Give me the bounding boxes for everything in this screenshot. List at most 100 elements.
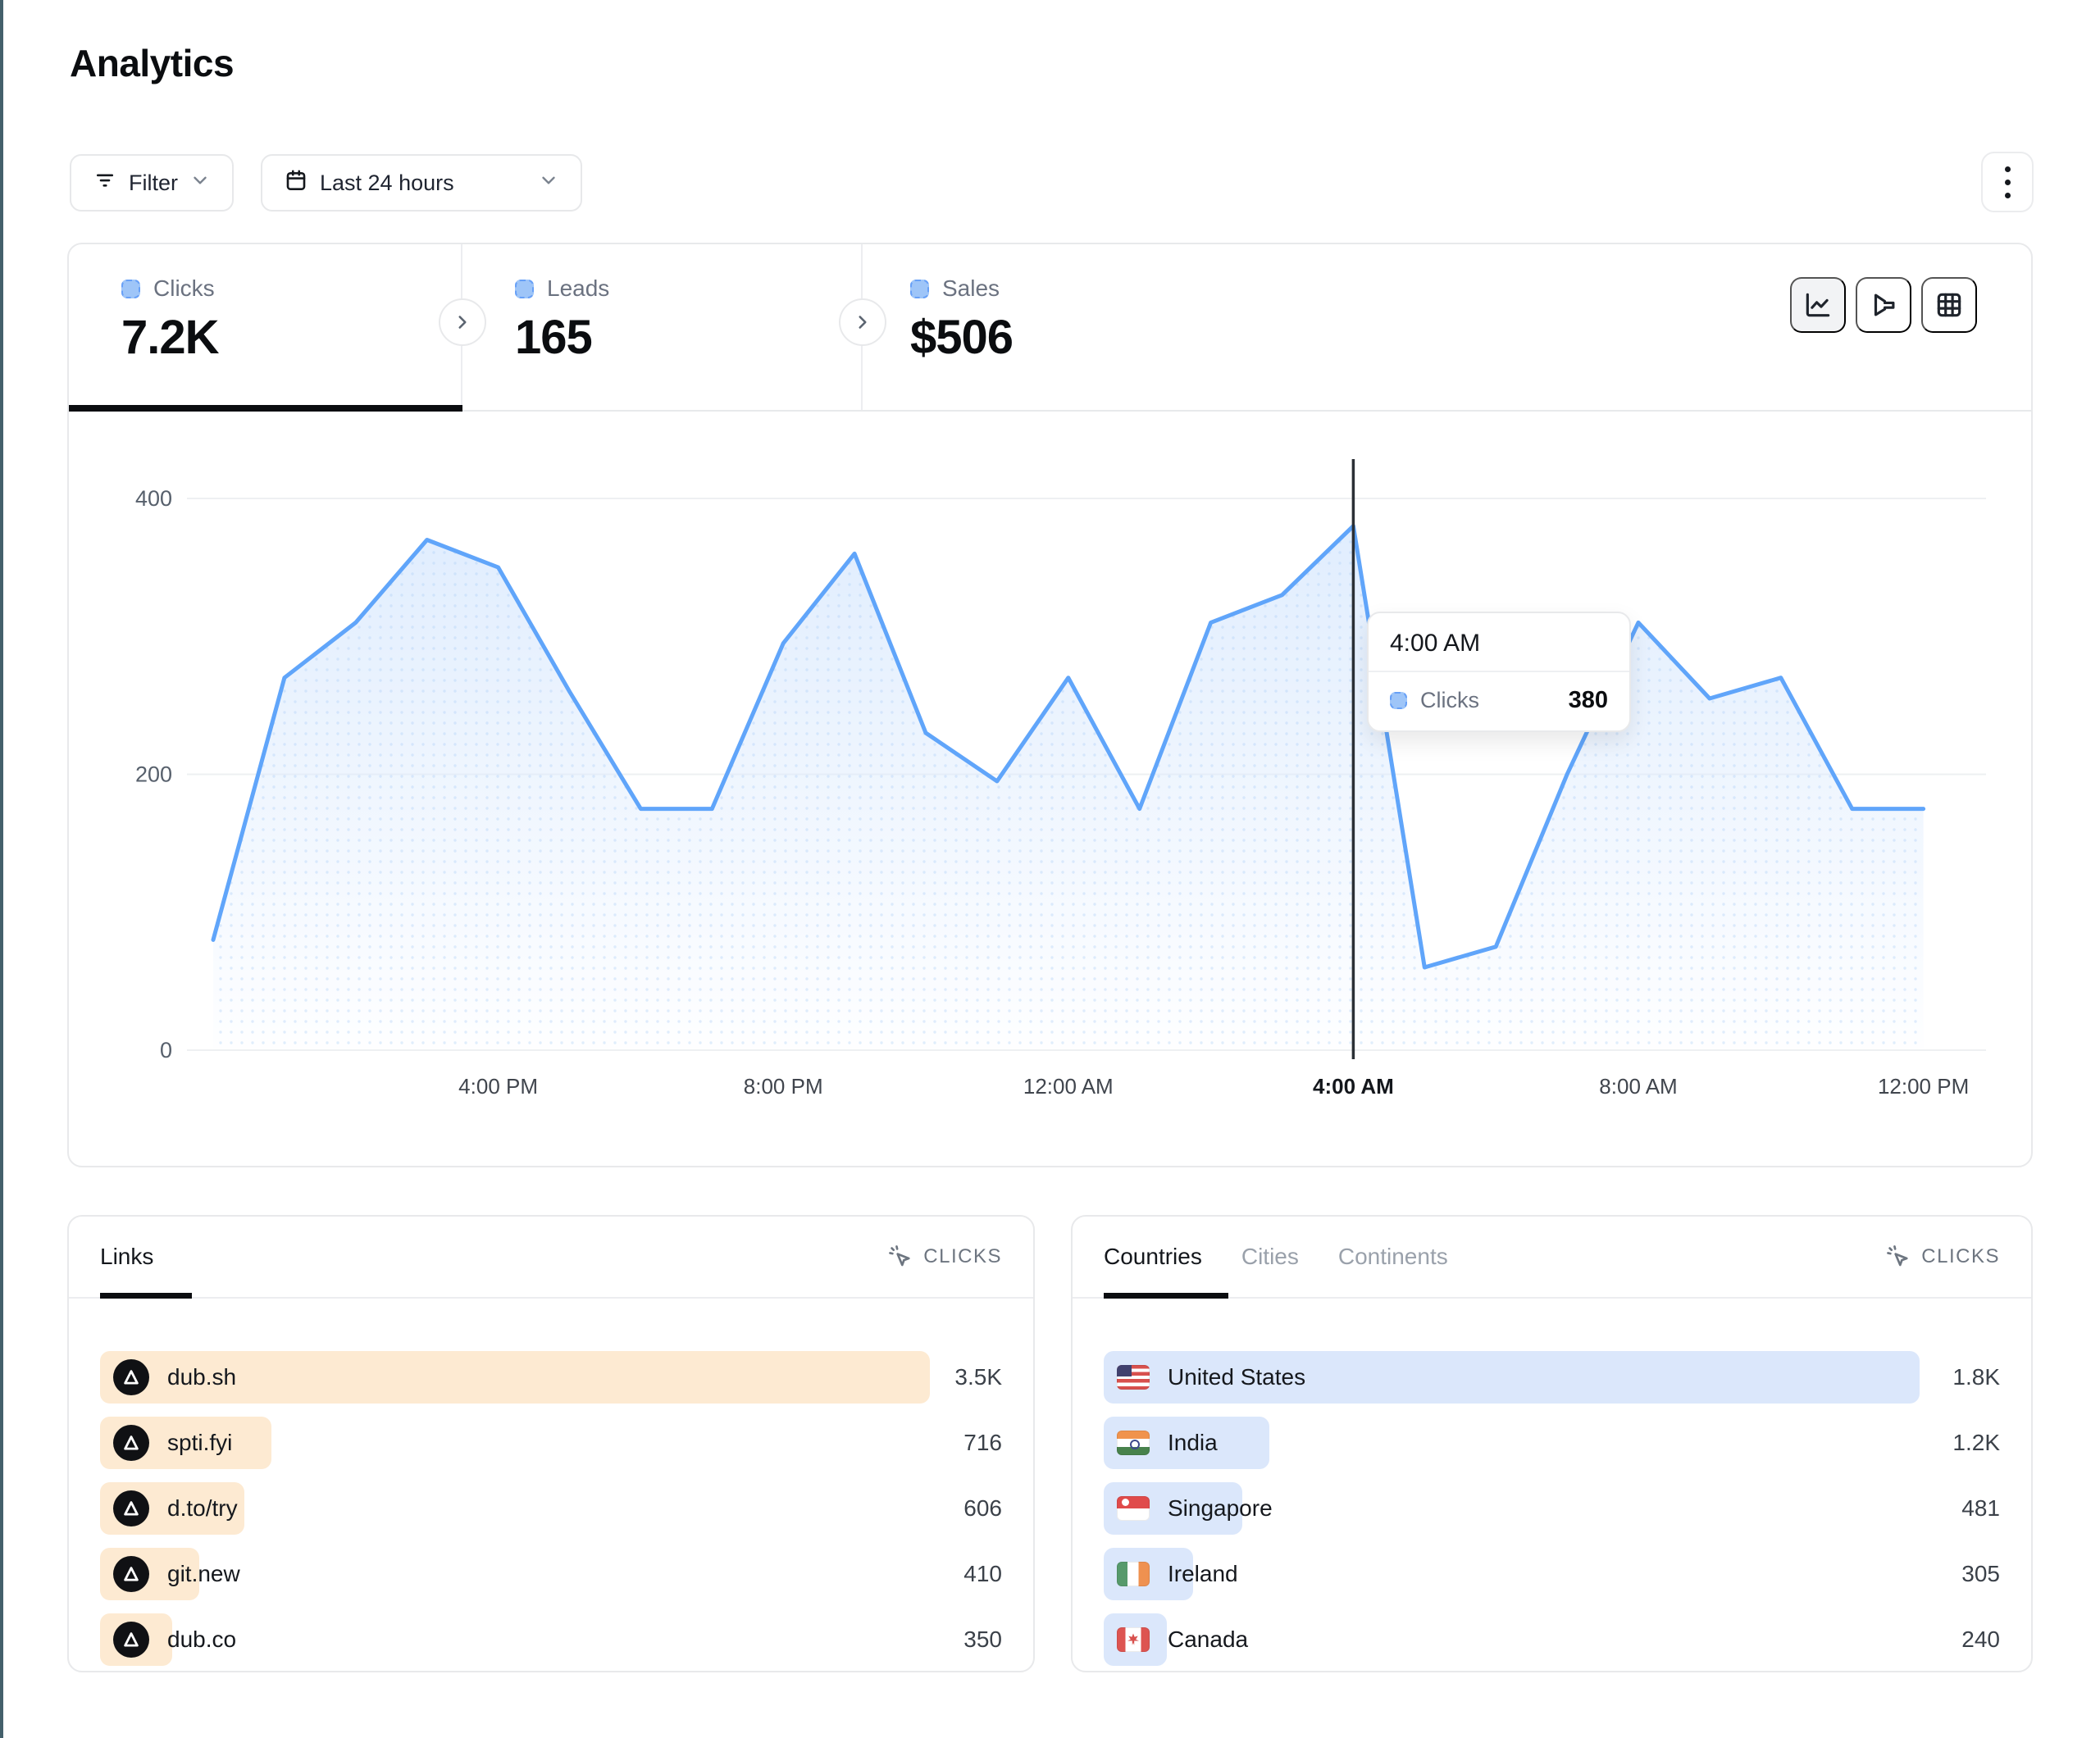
x-axis-tick-label: 12:00 AM <box>1023 1074 1114 1099</box>
links-list: dub.sh 3.5K spti.fyi 716 d.to/try 606 gi… <box>69 1299 1033 1671</box>
stat-label: Clicks <box>153 275 215 301</box>
row-value: 1.2K <box>1952 1430 2000 1455</box>
countries-panel: Countries Cities Continents CLICKS Unite… <box>1071 1215 2033 1672</box>
filter-button[interactable]: Filter <box>70 154 234 212</box>
chevron-right-icon <box>458 316 467 329</box>
line-chart-view-button[interactable] <box>1790 277 1846 333</box>
row-label: Canada <box>1168 1627 1249 1652</box>
expand-clicks-button[interactable] <box>439 298 486 346</box>
list-item[interactable]: dub.co 350 <box>100 1607 1002 1671</box>
ie-flag-icon <box>1117 1562 1150 1586</box>
list-item[interactable]: Singapore 481 <box>1104 1476 2000 1541</box>
y-axis-tick-label: 200 <box>135 762 172 787</box>
area-dot-texture <box>213 525 1924 1050</box>
list-item[interactable]: United States 1.8K <box>1104 1344 2000 1410</box>
tooltip-time: 4:00 AM <box>1369 613 1629 672</box>
row-label: git.new <box>167 1561 240 1586</box>
dub-logo-icon <box>113 1425 149 1461</box>
date-range-label: Last 24 hours <box>320 170 454 195</box>
row-value: 1.8K <box>1952 1364 2000 1390</box>
list-item[interactable]: spti.fyi 716 <box>100 1410 1002 1476</box>
active-tab-underline <box>100 1293 192 1299</box>
clicks-series-line <box>211 524 1926 970</box>
stat-tab-clicks[interactable]: Clicks 7.2K <box>69 244 462 412</box>
row-value: 350 <box>963 1627 1002 1652</box>
tooltip-series-label: Clicks <box>1420 688 1479 712</box>
clicks-legend-chip <box>121 279 140 298</box>
window-edge-accent <box>0 0 3 1738</box>
list-item[interactable]: d.to/try 606 <box>100 1476 1002 1541</box>
expand-leads-button[interactable] <box>839 298 886 346</box>
funnel-icon <box>1874 293 1895 316</box>
list-item[interactable]: git.new 410 <box>100 1541 1002 1607</box>
tab-countries[interactable]: Countries <box>1104 1244 1202 1269</box>
links-metric[interactable]: CLICKS <box>887 1244 1002 1270</box>
sales-legend-chip <box>910 279 929 298</box>
row-value: 3.5K <box>954 1364 1002 1390</box>
sg-flag-icon <box>1117 1496 1150 1521</box>
row-value: 716 <box>963 1430 1002 1455</box>
list-item[interactable]: Ireland 305 <box>1104 1541 2000 1607</box>
stat-label: Leads <box>547 275 610 301</box>
x-axis-tick-label: 4:00 PM <box>458 1074 538 1099</box>
row-label: dub.co <box>167 1627 237 1652</box>
row-value: 410 <box>963 1561 1002 1586</box>
kebab-menu-icon <box>2004 166 2011 198</box>
list-item[interactable]: dub.sh 3.5K <box>100 1344 1002 1410</box>
countries-list: United States 1.8K India 1.2K Singapore … <box>1073 1299 2031 1671</box>
row-label: United States <box>1168 1364 1306 1390</box>
cursor-click-icon <box>889 1245 910 1267</box>
page-title: Analytics <box>70 42 235 84</box>
row-label: spti.fyi <box>167 1430 233 1455</box>
row-label: India <box>1168 1430 1218 1455</box>
dub-logo-icon <box>113 1359 149 1395</box>
stat-value: 165 <box>515 311 593 364</box>
filter-lines-icon <box>93 168 117 198</box>
y-axis-tick-label: 400 <box>135 486 172 511</box>
countries-metric[interactable]: CLICKS <box>1885 1244 2000 1270</box>
stat-tab-leads[interactable]: Leads 165 <box>462 244 863 410</box>
x-axis-tick-label: 8:00 PM <box>744 1074 823 1099</box>
stat-tab-sales[interactable]: Sales $506 <box>863 244 2031 410</box>
date-range-button[interactable]: Last 24 hours <box>261 154 582 212</box>
filter-button-label: Filter <box>129 170 178 195</box>
funnel-view-button[interactable] <box>1856 277 1911 333</box>
list-item[interactable]: Canada 240 <box>1104 1607 2000 1671</box>
value-bar <box>1104 1351 1920 1404</box>
countries-metric-label: CLICKS <box>1921 1245 2000 1267</box>
leads-legend-chip <box>515 279 534 298</box>
tab-cities[interactable]: Cities <box>1241 1244 1299 1269</box>
calendar-icon <box>284 168 308 198</box>
chart-tooltip: 4:00 AM Clicks 380 <box>1367 612 1631 732</box>
dub-logo-icon <box>113 1622 149 1658</box>
chevron-down-icon <box>538 170 559 197</box>
dub-logo-icon <box>113 1556 149 1592</box>
x-axis-tick-label: 4:00 AM <box>1313 1074 1394 1099</box>
cursor-click-icon <box>1887 1245 1908 1267</box>
row-label: dub.sh <box>167 1364 237 1390</box>
tab-continents[interactable]: Continents <box>1337 1244 1448 1269</box>
clicks-timeseries-chart[interactable]: 0 200 400 4:00 PM 8:00 PM 12:00 AM 4:00 AM 8:0… <box>69 412 2031 1166</box>
tab-links[interactable]: Links <box>100 1244 154 1269</box>
stats-header: Clicks 7.2K Leads 165 Sales $506 <box>69 244 2031 412</box>
more-options-button[interactable] <box>1981 152 2034 212</box>
links-panel: Links CLICKS dub.sh 3.5K spti.fyi 716 d.… <box>67 1215 1035 1672</box>
row-value: 305 <box>1961 1561 2000 1586</box>
us-flag-icon <box>1117 1365 1150 1390</box>
table-view-button[interactable] <box>1921 277 1977 333</box>
row-label: d.to/try <box>167 1495 238 1521</box>
analytics-chart-card: Clicks 7.2K Leads 165 Sales $506 <box>67 243 2033 1167</box>
row-value: 240 <box>1961 1627 2000 1652</box>
table-grid-icon <box>1937 293 1961 317</box>
stat-label: Sales <box>942 275 1000 301</box>
active-tab-underline <box>1104 1293 1228 1299</box>
chart-type-switcher <box>1790 277 1977 333</box>
list-item[interactable]: India 1.2K <box>1104 1410 2000 1476</box>
row-value: 606 <box>963 1495 1002 1521</box>
in-flag-icon <box>1117 1431 1150 1455</box>
stat-value: 7.2K <box>121 311 220 364</box>
stat-value: $506 <box>910 311 1014 364</box>
y-axis-tick-label: 0 <box>160 1038 172 1062</box>
tooltip-value: 380 <box>1568 687 1608 713</box>
